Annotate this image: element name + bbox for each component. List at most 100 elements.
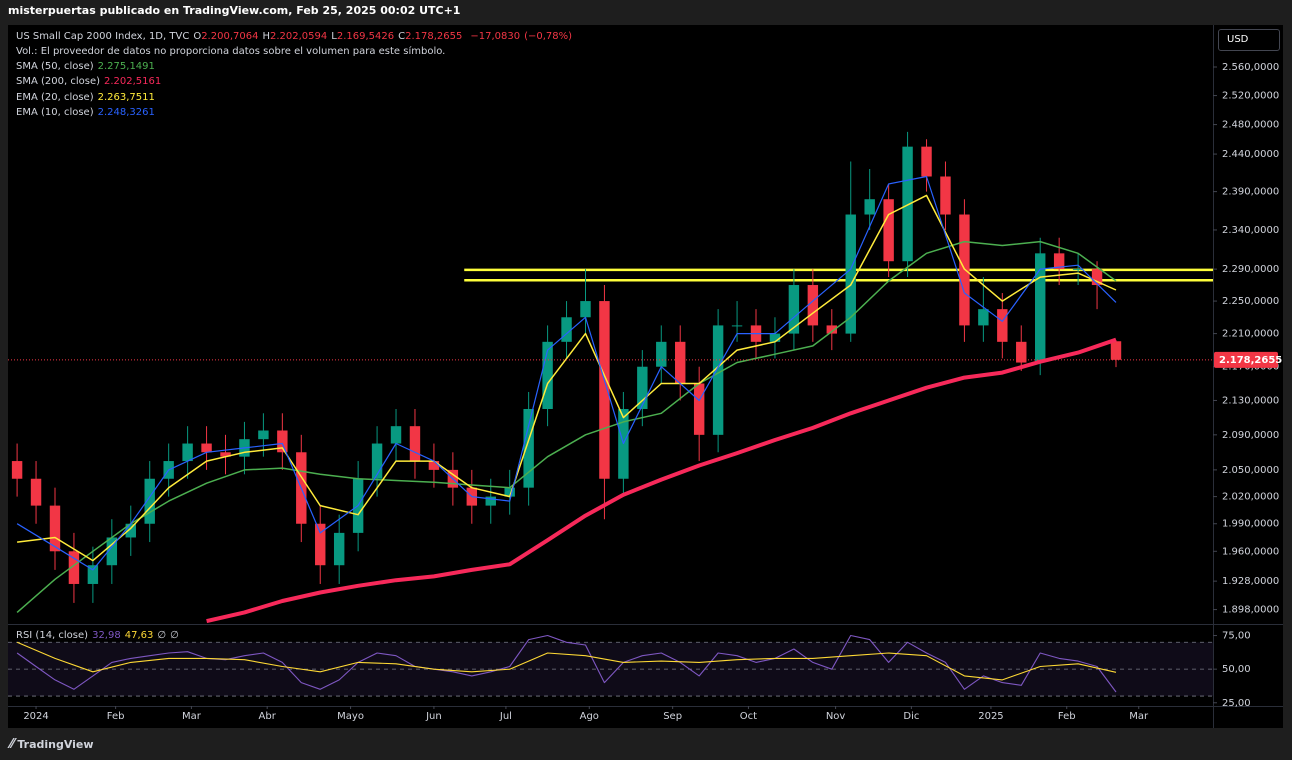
change: −17,0830: [470, 31, 521, 42]
x-tick-label: 2024: [23, 711, 48, 722]
overlay-legend-row: SMA (50, close) 2.275,1491: [16, 60, 159, 74]
candle-body: [826, 325, 838, 334]
candle-body: [390, 426, 402, 444]
y-tick-label: 2.480,0000: [1222, 120, 1279, 131]
rsi-line: [16, 641, 1117, 681]
candle-body: [125, 523, 136, 538]
candle-body: [371, 443, 383, 479]
rsi-last-value: 47,63: [124, 630, 154, 641]
brand-logo: ⁄⁄ TradingView: [10, 737, 94, 752]
x-tick-label: Mar: [182, 711, 202, 722]
candle-body: [30, 478, 42, 506]
y-tick-label: 1.928,0000: [1222, 576, 1279, 587]
y-tick-label: 2.090,0000: [1222, 430, 1279, 441]
overlay-last-value: 2.275,1491: [97, 61, 155, 72]
moving-average-line: [16, 175, 1117, 571]
y-tick-label: 2.210,0000: [1222, 329, 1279, 340]
rsi-extra-label: ∅: [170, 630, 179, 641]
symbol-title: US Small Cap 2000 Index, 1D, TVC: [16, 31, 190, 42]
x-tick-label: Jul: [499, 711, 512, 722]
x-tick-label: Feb: [107, 711, 125, 722]
y-tick-label: 2.440,0000: [1222, 149, 1279, 160]
ohlc-value: 2.169,5426: [336, 31, 395, 42]
candle-body: [87, 565, 99, 584]
overlay-name: EMA (10, close): [16, 106, 94, 118]
y-tick-label: 1.990,0000: [1222, 519, 1279, 530]
candle-body: [807, 285, 819, 326]
candle-body: [11, 461, 23, 479]
ohlc-name: L: [331, 31, 337, 42]
overlay-legend-row: EMA (10, close) 2.248,3261: [16, 106, 159, 120]
x-tick-label: Jun: [425, 711, 442, 722]
candle-body: [731, 325, 743, 327]
ohlc-value: 2.200,7064: [201, 31, 259, 42]
candle-body: [144, 478, 155, 524]
rsi-y-tick-label: 50,00: [1222, 664, 1251, 675]
y-tick-label: 1.898,0000: [1222, 605, 1279, 616]
candle-body: [921, 146, 932, 177]
author-line: misterpuertas publicado en TradingView.c…: [8, 4, 461, 17]
candle-body: [1053, 253, 1065, 270]
y-tick-label: 2.020,0000: [1222, 492, 1279, 503]
overlay-name: EMA (20, close): [16, 91, 94, 103]
candle-body: [580, 301, 591, 318]
candle-body: [1034, 253, 1046, 363]
candle-body: [49, 505, 61, 552]
overlay-name: SMA (50, close): [16, 61, 94, 72]
volume-note: Vol.: El proveedor de datos no proporcio…: [16, 46, 446, 57]
currency-button[interactable]: USD: [1218, 29, 1280, 51]
candle-body: [902, 146, 913, 262]
x-tick-label: Feb: [1058, 711, 1076, 722]
ohlc: O2.200,7064 H2.202,0594 L2.169,5426 C2.178,…: [193, 31, 466, 42]
candle-body: [523, 408, 534, 488]
y-tick-label: 2.340,0000: [1222, 225, 1279, 236]
x-tick-label: 2025: [978, 711, 1003, 722]
x-tick-label: Oct: [740, 711, 757, 722]
candle-body: [1091, 269, 1103, 286]
candle-body: [428, 461, 440, 470]
moving-average-line: [17, 194, 1117, 562]
ohlc-name: C: [398, 31, 406, 42]
overlay-last-value: 2.248,3261: [97, 106, 155, 118]
candle-body: [106, 537, 118, 566]
y-tick-label: 2.520,0000: [1222, 91, 1279, 102]
candle-body: [182, 443, 193, 462]
candle-body: [599, 301, 610, 479]
candle-body: [978, 309, 989, 326]
candle-body: [277, 430, 288, 453]
candle-body: [675, 341, 686, 384]
ohlc-value: 2.178,2655: [405, 31, 463, 42]
candle-body: [1110, 341, 1122, 360]
y-tick-label: 1.960,0000: [1222, 546, 1279, 557]
candle-body: [315, 523, 326, 566]
candle-body: [845, 214, 856, 334]
candle-body: [712, 325, 724, 435]
y-tick-label: 2.130,0000: [1222, 395, 1279, 406]
ohlc-name: O: [193, 31, 202, 42]
candle-body: [542, 341, 553, 409]
symbol-legend: US Small Cap 2000 Index, 1D, TVC O2.200,7…: [16, 30, 576, 44]
candle-body: [656, 341, 667, 367]
candle-body: [485, 496, 496, 506]
candle-body: [1072, 269, 1084, 271]
candle-body: [693, 383, 705, 435]
ohlc-value: 2.202,0594: [269, 31, 328, 42]
candle-body: [1016, 341, 1027, 363]
rsi-extra-label: ∅: [157, 630, 167, 641]
rsi-y-tick-label: 25,00: [1222, 698, 1251, 709]
y-tick-label: 2.390,0000: [1222, 187, 1279, 198]
candle-body: [883, 199, 894, 262]
candle-body: [409, 426, 421, 462]
candle-body: [504, 487, 515, 497]
x-tick-label: Dic: [903, 711, 919, 722]
overlay-name: SMA (200, close): [16, 76, 100, 88]
candle-body: [333, 532, 345, 566]
x-tick-label: Sep: [663, 711, 682, 722]
x-tick-label: Mayo: [337, 711, 364, 722]
x-tick-label: Abr: [259, 711, 277, 722]
last-price-tag: [1214, 351, 1278, 368]
candle-body: [68, 551, 80, 584]
change-pct: (−0,78%): [524, 31, 573, 42]
